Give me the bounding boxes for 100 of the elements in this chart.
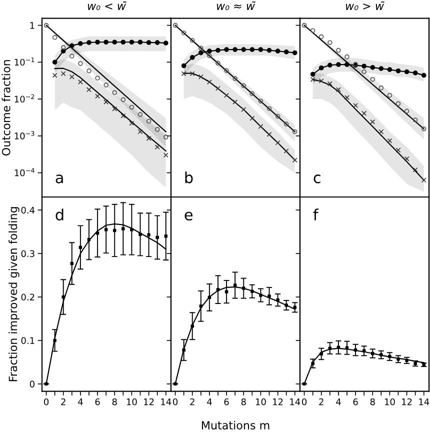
- x-tick-label: 6: [353, 398, 358, 406]
- x-tick-label: 0: [44, 398, 49, 406]
- x-axis-title: Mutations m: [202, 420, 270, 430]
- point: [154, 144, 160, 150]
- point: [96, 231, 100, 235]
- x-tick-label: 2: [319, 398, 324, 406]
- x-tick-label: 14: [419, 398, 430, 406]
- point: [86, 40, 92, 46]
- y-tick-label: 0.3: [21, 250, 34, 258]
- point: [258, 124, 264, 129]
- point: [62, 295, 65, 299]
- x-tick-label: 4: [336, 398, 341, 406]
- point: [370, 119, 376, 124]
- annotation: f: [313, 208, 319, 220]
- point: [181, 71, 186, 76]
- point: [388, 354, 392, 358]
- point: [275, 48, 280, 54]
- point: [190, 71, 195, 76]
- y-tick-label: 0.1: [21, 337, 34, 344]
- point: [327, 81, 332, 86]
- point: [404, 156, 410, 162]
- point: [70, 262, 74, 266]
- point: [387, 138, 392, 144]
- point: [199, 304, 203, 308]
- point: [129, 40, 134, 45]
- point: [86, 87, 92, 92]
- x-tick-label: 14: [290, 398, 300, 406]
- point: [207, 48, 212, 54]
- point: [78, 246, 82, 250]
- point: [370, 65, 376, 70]
- point: [87, 238, 91, 242]
- point: [78, 41, 83, 46]
- chart-title: w₀ ≈ w̄: [216, 2, 256, 10]
- point: [268, 294, 271, 298]
- point: [190, 324, 194, 328]
- point: [156, 236, 159, 240]
- point: [52, 60, 58, 65]
- annotation: a: [56, 174, 63, 184]
- x-tick-label: 4: [78, 398, 83, 406]
- point: [284, 148, 289, 154]
- point: [378, 66, 384, 72]
- x-tick-label: 6: [224, 398, 229, 406]
- point: [258, 47, 264, 52]
- x-tick-label: 12: [402, 398, 412, 406]
- point: [163, 40, 168, 46]
- point: [216, 288, 220, 292]
- y-axis-title: Outcome fraction: [2, 60, 10, 156]
- x-tick-label: 6: [95, 398, 100, 406]
- x-tick-label: 4: [207, 398, 212, 406]
- annotation: e: [184, 212, 192, 220]
- point: [146, 136, 152, 142]
- point: [336, 87, 341, 92]
- point: [421, 72, 426, 78]
- point: [362, 64, 367, 69]
- point: [69, 43, 74, 48]
- point: [147, 233, 150, 236]
- point: [104, 228, 108, 232]
- point: [224, 290, 228, 294]
- point: [224, 47, 229, 52]
- y-axis-title: Fraction improved given folding: [8, 207, 20, 382]
- x-tick-label: 8: [112, 398, 117, 406]
- annotation: d: [56, 208, 64, 220]
- point: [120, 40, 126, 45]
- point: [198, 50, 204, 56]
- x-tick-label: 2: [190, 398, 194, 406]
- point: [190, 55, 195, 60]
- x-tick-label: 10: [384, 398, 395, 406]
- point: [404, 69, 410, 74]
- y-tick-label: 0: [30, 380, 34, 388]
- x-tick-label: 2: [61, 398, 66, 406]
- point: [233, 284, 237, 287]
- point: [396, 358, 400, 361]
- x-tick-label: 0: [302, 398, 307, 406]
- point: [412, 70, 418, 76]
- point: [318, 78, 324, 84]
- point: [310, 76, 316, 82]
- line-series: [54, 68, 166, 152]
- point: [311, 362, 314, 366]
- point: [242, 286, 246, 290]
- point: [138, 129, 143, 134]
- point: [198, 74, 204, 80]
- point: [284, 49, 289, 54]
- point: [250, 47, 255, 52]
- point: [328, 346, 332, 350]
- y-tick-label: 10$^{−1}$: [14, 57, 34, 66]
- point: [104, 100, 109, 105]
- point: [250, 290, 254, 293]
- point: [129, 120, 134, 126]
- x-tick-label: 8: [370, 398, 375, 406]
- point: [216, 48, 220, 53]
- x-tick-label: 0: [172, 398, 178, 406]
- point: [284, 304, 288, 307]
- point: [266, 132, 272, 137]
- point: [318, 65, 324, 70]
- point: [320, 352, 323, 356]
- point: [387, 67, 392, 72]
- point: [241, 47, 246, 52]
- point: [421, 178, 426, 183]
- point: [275, 140, 280, 146]
- point: [378, 129, 384, 134]
